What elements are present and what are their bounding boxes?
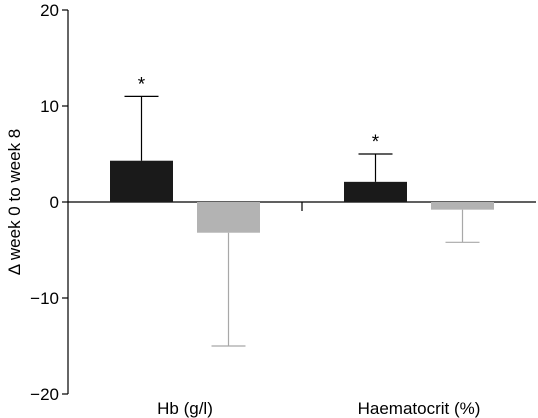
significance-marker: * [372, 132, 380, 153]
bars: ** [110, 74, 494, 347]
significance-marker: * [138, 74, 146, 95]
bar [431, 202, 494, 210]
y-tick-label: 10 [40, 97, 59, 116]
category-label: Haematocrit (%) [358, 399, 481, 418]
y-axis-title: Δ week 0 to week 8 [5, 129, 24, 276]
y-tick-label: 0 [50, 193, 59, 212]
category-label: Hb (g/l) [157, 399, 213, 418]
bar [197, 202, 260, 233]
y-axis-ticks: −20 −10 0 10 20 [30, 1, 68, 404]
y-tick-label: −10 [30, 289, 59, 308]
bar [110, 160, 173, 202]
y-tick-label: 20 [40, 1, 59, 20]
bar [344, 181, 407, 202]
category-labels: Hb (g/l) Haematocrit (%) [157, 399, 480, 418]
y-tick-label: −20 [30, 385, 59, 404]
